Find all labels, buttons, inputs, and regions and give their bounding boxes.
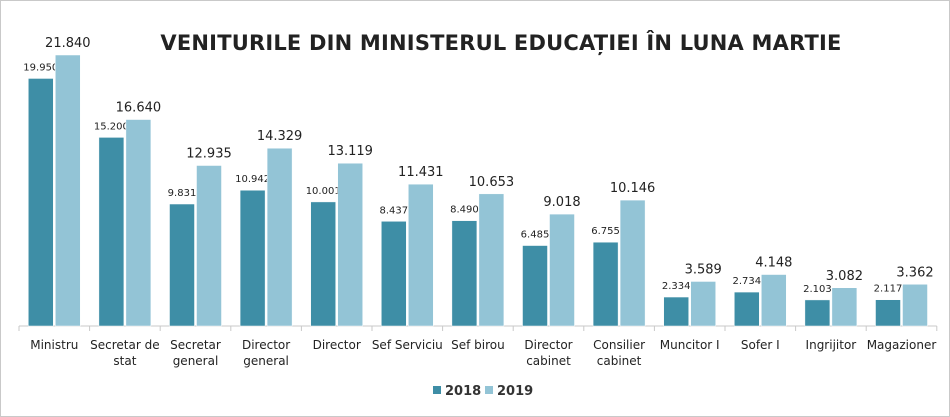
bar-2018 — [169, 203, 195, 327]
bar-2018 — [592, 241, 619, 327]
data-label-2018: 2.117 — [874, 284, 903, 295]
category-label: Sef Serviciu — [372, 338, 443, 352]
data-label-2019: 13.119 — [327, 144, 373, 159]
data-label-2019: 11.431 — [398, 165, 444, 180]
data-label-2018: 6.485 — [521, 230, 550, 241]
data-label-2018: 10.942 — [235, 174, 270, 185]
bar-2019 — [690, 281, 716, 327]
bar-2018 — [310, 201, 336, 327]
data-label-2018: 6.755 — [591, 226, 620, 237]
category-label: Muncitor I — [660, 338, 720, 352]
category-label: cabinet — [597, 354, 642, 368]
bar-2018 — [663, 296, 689, 327]
bar-2019 — [619, 199, 646, 327]
data-label-2019: 16.640 — [116, 101, 162, 116]
chart-title: VENITURILE DIN MINISTERUL EDUCAȚIEI ÎN L… — [160, 31, 842, 55]
bar-2019 — [408, 183, 434, 327]
category-label: Sef birou — [451, 338, 505, 352]
legend-swatch-2018 — [433, 386, 441, 394]
category-label: Director — [524, 338, 572, 352]
bar-2019 — [125, 119, 152, 327]
bar-2019 — [549, 213, 575, 327]
category-label: Director — [313, 338, 361, 352]
category-label: Ingrijitor — [806, 338, 857, 352]
bar-2019 — [478, 193, 505, 327]
category-label: Sofer I — [741, 338, 780, 352]
data-label-2019: 4.148 — [755, 256, 792, 271]
data-label-2019: 3.082 — [826, 269, 863, 284]
bar-2018 — [381, 221, 407, 327]
data-label-2018: 2.734 — [732, 276, 761, 287]
data-label-2018: 8.490 — [450, 205, 479, 216]
legend-swatch-2019 — [485, 386, 493, 394]
bar-2019 — [266, 147, 293, 327]
data-label-2019: 21.840 — [45, 36, 91, 51]
data-label-2019: 9.018 — [543, 195, 580, 210]
data-label-2018: 2.334 — [662, 281, 691, 292]
category-label: general — [173, 354, 219, 368]
bar-2018 — [734, 291, 760, 327]
data-label-2018: 10.001 — [306, 186, 341, 197]
data-label-2019: 14.329 — [257, 129, 303, 144]
category-label: Secretar — [170, 338, 221, 352]
category-label: cabinet — [526, 354, 571, 368]
bar-2018 — [98, 137, 125, 327]
bar-2018 — [28, 78, 54, 327]
bar-2019 — [761, 274, 787, 327]
bar-2019 — [902, 284, 928, 327]
bar-2018 — [451, 220, 478, 327]
data-label-2019: 3.362 — [896, 265, 933, 280]
category-label: Magazioner — [867, 338, 937, 352]
category-label: stat — [113, 354, 136, 368]
data-label-2019: 3.589 — [685, 262, 722, 277]
category-label: Director — [242, 338, 290, 352]
data-label-2018: 8.437 — [379, 205, 408, 216]
data-label-2018: 15.200 — [94, 121, 129, 132]
legend-label-2019: 2019 — [497, 384, 533, 399]
bar-2018 — [522, 245, 548, 327]
data-label-2019: 10.653 — [469, 175, 515, 190]
category-label: Consilier — [593, 338, 645, 352]
data-label-2019: 10.146 — [610, 181, 656, 196]
data-label-2018: 19.950 — [23, 62, 58, 73]
bar-2019 — [55, 54, 81, 327]
category-label: Ministru — [30, 338, 78, 352]
bar-2018 — [239, 189, 266, 327]
category-label: general — [243, 354, 289, 368]
category-label: Secretar de — [90, 338, 159, 352]
bar-2018 — [804, 299, 831, 327]
bar-2019 — [196, 165, 222, 327]
data-label-2019: 12.935 — [186, 146, 232, 161]
data-label-2018: 9.831 — [168, 188, 197, 199]
bar-2018 — [875, 299, 901, 327]
bar-2019 — [831, 287, 858, 327]
bar-2019 — [337, 162, 363, 327]
legend-label-2018: 2018 — [445, 384, 481, 399]
data-label-2018: 2.103 — [803, 284, 832, 295]
